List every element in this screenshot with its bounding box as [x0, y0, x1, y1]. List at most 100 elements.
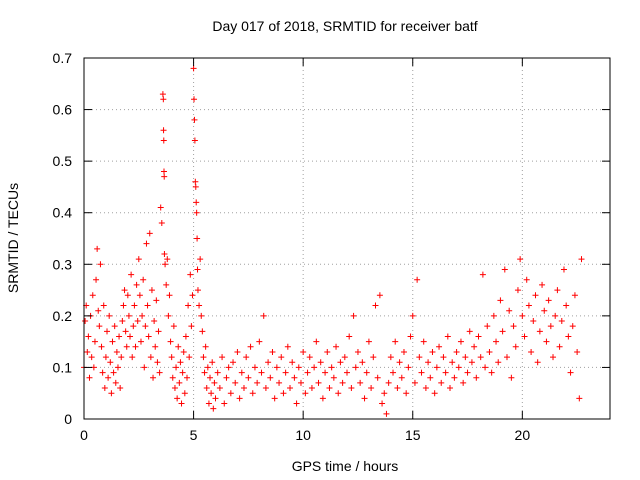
- data-point: [211, 379, 218, 386]
- data-point: [350, 312, 357, 319]
- data-point: [267, 374, 274, 381]
- data-point: [405, 364, 412, 371]
- y-tick-label: 0.5: [53, 153, 73, 169]
- data-point: [479, 271, 486, 278]
- data-point: [536, 328, 543, 335]
- data-point: [165, 312, 172, 319]
- data-point: [186, 354, 193, 361]
- data-point: [260, 312, 267, 319]
- data-point: [569, 323, 576, 330]
- y-tick-label: 0.2: [53, 308, 73, 324]
- data-point: [197, 256, 204, 263]
- data-point: [425, 359, 432, 366]
- data-point: [293, 400, 300, 407]
- data-point: [160, 168, 167, 175]
- data-point: [455, 364, 462, 371]
- data-point: [254, 379, 261, 386]
- data-point: [433, 364, 440, 371]
- data-point: [576, 395, 583, 402]
- data-point: [420, 338, 427, 345]
- data-point: [208, 390, 215, 397]
- data-point: [207, 374, 214, 381]
- data-point: [111, 323, 118, 330]
- data-point: [390, 369, 397, 376]
- data-point: [539, 281, 546, 288]
- data-point: [534, 359, 541, 366]
- data-point: [91, 338, 98, 345]
- data-point: [120, 302, 127, 309]
- data-point: [182, 333, 189, 340]
- data-point: [127, 333, 134, 340]
- data-point: [201, 369, 208, 376]
- data-point: [232, 379, 239, 386]
- data-point: [317, 359, 324, 366]
- data-point: [475, 333, 482, 340]
- data-point: [409, 312, 416, 319]
- data-point: [124, 292, 131, 299]
- data-point: [269, 348, 276, 355]
- data-point: [490, 312, 497, 319]
- data-point: [335, 390, 342, 397]
- data-point: [462, 354, 469, 361]
- data-point: [122, 328, 129, 335]
- data-point: [510, 323, 517, 330]
- data-point: [545, 297, 552, 304]
- data-point: [326, 385, 333, 392]
- data-point: [565, 333, 572, 340]
- data-point: [191, 96, 198, 103]
- data-point: [365, 338, 372, 345]
- data-point: [116, 333, 123, 340]
- y-tick-label: 0: [64, 411, 72, 427]
- data-point: [130, 323, 137, 330]
- data-point: [128, 271, 135, 278]
- data-point: [155, 328, 162, 335]
- data-point: [191, 137, 198, 144]
- data-point: [88, 354, 95, 361]
- data-point: [243, 354, 250, 361]
- data-point: [176, 379, 183, 386]
- data-point: [376, 292, 383, 299]
- data-point: [121, 287, 128, 294]
- data-point: [457, 338, 464, 345]
- data-point: [495, 359, 502, 366]
- data-point: [328, 364, 335, 371]
- data-points: [81, 65, 585, 417]
- data-point: [137, 338, 144, 345]
- data-point: [482, 364, 489, 371]
- data-point: [234, 348, 241, 355]
- data-point: [429, 348, 436, 355]
- data-point: [194, 235, 201, 242]
- data-point: [578, 256, 585, 263]
- data-point: [501, 266, 508, 273]
- data-point: [514, 287, 521, 294]
- x-axis: 0 5 10 15 20: [80, 58, 530, 443]
- data-point: [145, 333, 152, 340]
- data-point: [129, 354, 136, 361]
- data-point: [379, 400, 386, 407]
- data-point: [532, 292, 539, 299]
- data-point: [203, 385, 210, 392]
- data-point: [221, 400, 228, 407]
- data-point: [156, 369, 163, 376]
- data-point: [205, 400, 212, 407]
- data-point: [200, 354, 207, 361]
- data-point: [387, 354, 394, 361]
- data-point: [157, 204, 164, 211]
- data-point: [106, 312, 113, 319]
- data-point: [148, 287, 155, 294]
- data-point: [519, 312, 526, 319]
- data-point: [140, 276, 147, 283]
- data-point: [119, 318, 126, 325]
- data-point: [160, 137, 167, 144]
- data-point: [159, 91, 166, 98]
- x-axis-title: GPS time / hours: [292, 458, 399, 474]
- data-point: [563, 302, 570, 309]
- data-point: [113, 348, 120, 355]
- data-point: [554, 287, 561, 294]
- data-point: [306, 354, 313, 361]
- data-point: [271, 395, 278, 402]
- data-point: [403, 390, 410, 397]
- data-point: [528, 348, 535, 355]
- data-point: [185, 302, 192, 309]
